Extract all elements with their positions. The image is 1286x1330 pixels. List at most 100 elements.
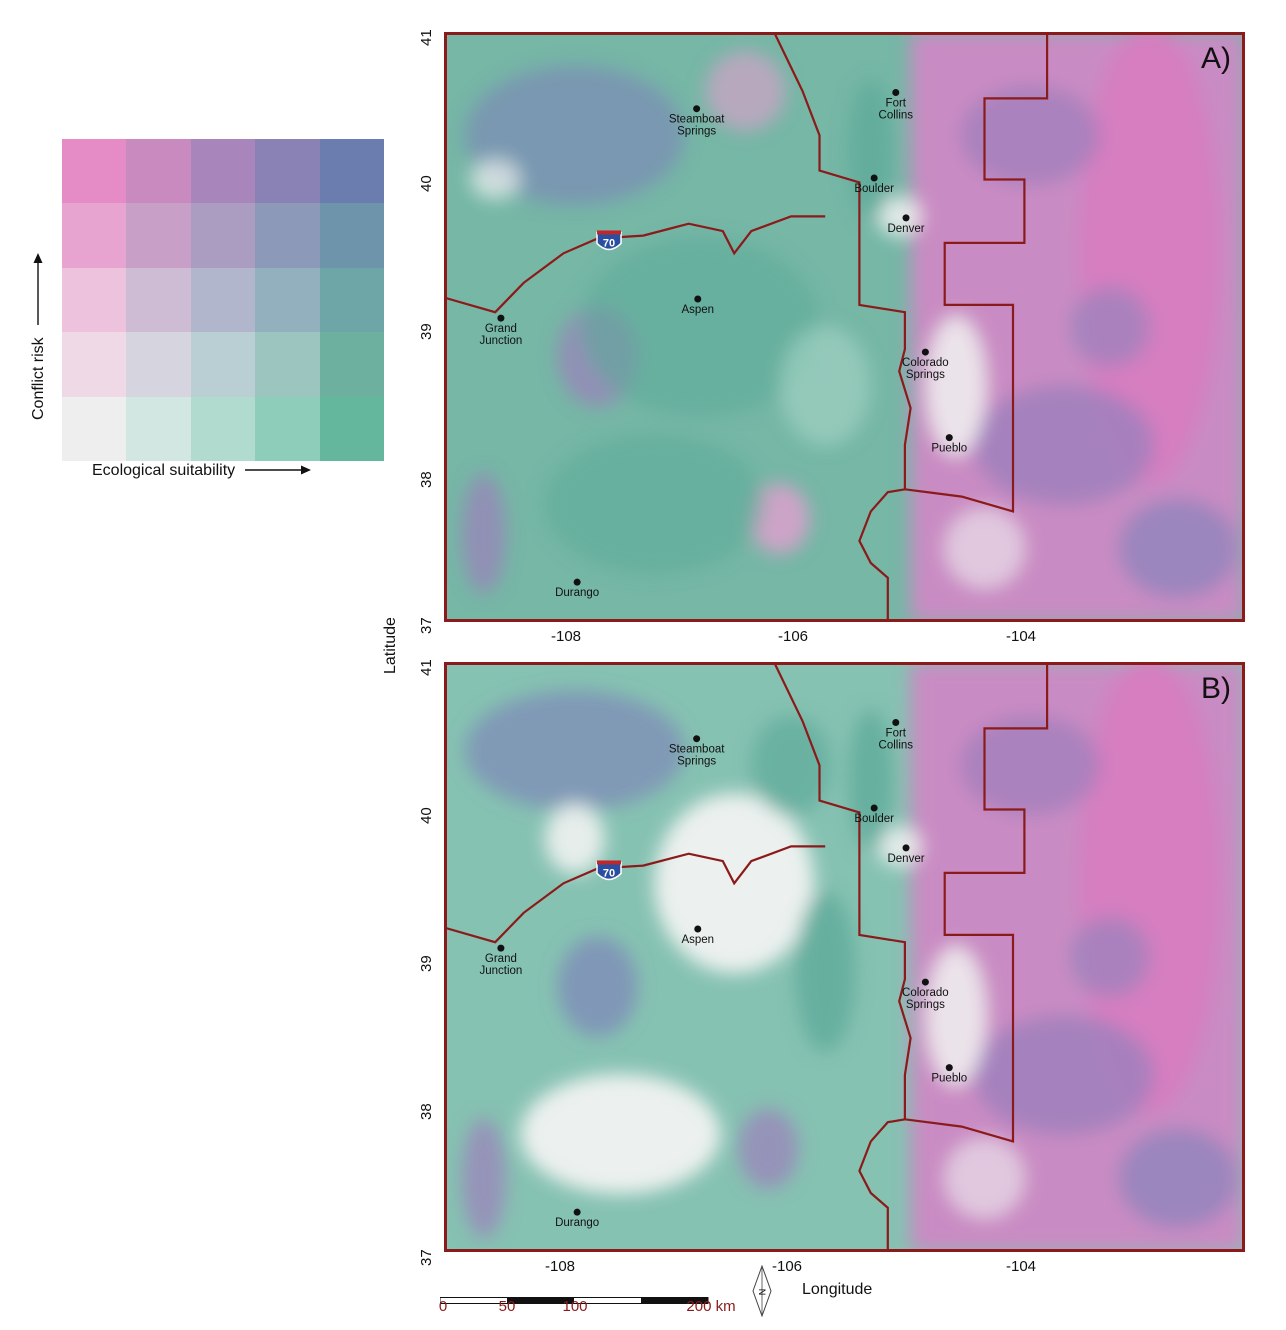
- y-tick-b-38: 38: [418, 1103, 435, 1120]
- legend-x-arrow-icon: [245, 462, 312, 480]
- legend-cell: [126, 139, 191, 204]
- map-a-svg: 70SteamboatSpringsFortCollinsBoulderDenv…: [444, 32, 1245, 622]
- suitability-surface: [461, 662, 1245, 1252]
- interstate-shield-icon: 70: [596, 230, 622, 251]
- legend-cell: [319, 267, 384, 333]
- x-tick-a-104: -104: [1005, 628, 1037, 645]
- x-tick-b-104: -104: [1005, 1258, 1037, 1275]
- map-frame: [444, 32, 1245, 622]
- city-label: Aspen: [681, 304, 714, 316]
- city-marker: Aspen: [681, 295, 714, 316]
- city-marker: Durango: [555, 1208, 599, 1229]
- city-label: Pueblo: [931, 1073, 967, 1085]
- x-tick-a-106: -106: [777, 628, 809, 645]
- legend-cell: [126, 396, 191, 461]
- city-dot: [870, 174, 878, 182]
- city-marker: Boulder: [854, 174, 894, 195]
- map-panel-a: 70 Steamboat Springs Fort Collins Boulder Denv…: [444, 32, 1245, 622]
- legend-color-grid: [62, 139, 384, 461]
- legend-cell: [126, 332, 191, 397]
- city-dot: [497, 314, 505, 322]
- conflict-risk-label: Conflict risk: [30, 337, 47, 420]
- city-label: Colorado: [902, 987, 949, 999]
- legend-cell: [62, 203, 127, 268]
- map-frame: [444, 662, 1245, 1252]
- legend-cell: [190, 203, 256, 268]
- y-tick-b-37: 37: [418, 1249, 435, 1266]
- county-boundary-line: [904, 662, 1049, 1143]
- interstate-shield-number: 70: [603, 867, 615, 879]
- y-tick-b-40: 40: [418, 807, 435, 824]
- legend-cell: [255, 332, 320, 397]
- city-label: Denver: [887, 853, 924, 865]
- city-label: Springs: [677, 756, 716, 768]
- suitability-surface: [461, 32, 1245, 622]
- legend-x-axis-label: Ecological suitability: [92, 462, 312, 480]
- legend-cell: [126, 203, 191, 268]
- north-arrow-letter: N: [757, 1289, 767, 1296]
- city-label: Colorado: [902, 357, 949, 369]
- city-marker: Boulder: [854, 804, 894, 825]
- legend-cell: [255, 203, 320, 268]
- city-dot: [902, 214, 910, 222]
- county-boundary-line: [904, 32, 1049, 513]
- legend-cell: [62, 332, 127, 397]
- city-dot: [892, 718, 900, 726]
- city-marker: Aspen: [681, 925, 714, 946]
- legend-cell: [319, 203, 384, 268]
- city-label: Denver: [887, 223, 924, 235]
- divide-boundary-line: [773, 32, 912, 622]
- city-label: Springs: [677, 126, 716, 138]
- legend-cell: [126, 267, 191, 333]
- city-dot: [945, 434, 953, 442]
- x-tick-b-108: -108: [544, 1258, 576, 1275]
- legend-cell: [190, 332, 256, 397]
- legend-cell: [255, 396, 320, 461]
- city-label: Grand: [485, 323, 517, 335]
- scale-label-100: 100: [562, 1298, 588, 1315]
- y-axis-title: Latitude: [382, 617, 399, 674]
- city-marker: Denver: [887, 844, 925, 865]
- city-marker: Durango: [555, 578, 599, 599]
- scale-label-200km: 200 km: [686, 1298, 736, 1315]
- city-label: Aspen: [681, 934, 714, 946]
- legend-cell: [190, 139, 256, 204]
- city-dot: [694, 925, 702, 933]
- x-tick-a-108: -108: [550, 628, 582, 645]
- city-marker: Pueblo: [931, 1064, 967, 1085]
- city-label: Collins: [879, 739, 914, 751]
- legend-cell: [62, 139, 127, 204]
- interstate-70-line: [444, 845, 826, 944]
- scale-label-0: 0: [438, 1298, 448, 1315]
- city-label: Springs: [906, 369, 945, 381]
- y-tick-a-38: 38: [418, 471, 435, 488]
- scale-bar: [439, 1292, 710, 1304]
- y-tick-a-37: 37: [418, 617, 435, 634]
- city-marker: Denver: [887, 214, 925, 235]
- city-label: Fort: [886, 727, 907, 739]
- y-tick-b-41: 41: [418, 659, 435, 676]
- x-tick-b-106: -106: [771, 1258, 803, 1275]
- city-label: Fort: [886, 97, 907, 109]
- city-label: Durango: [555, 1217, 599, 1229]
- city-dot: [945, 1064, 953, 1072]
- y-tick-a-39: 39: [418, 323, 435, 340]
- y-tick-b-39: 39: [418, 955, 435, 972]
- legend-cell: [62, 396, 127, 461]
- city-label: Pueblo: [931, 443, 967, 455]
- city-dot: [892, 88, 900, 96]
- city-label: Durango: [555, 587, 599, 599]
- divide-boundary-line: [773, 662, 912, 1252]
- city-label: Grand: [485, 953, 517, 965]
- legend-cell: [255, 267, 320, 333]
- scale-label-50: 50: [498, 1298, 516, 1315]
- city-label: Collins: [879, 109, 914, 121]
- interstate-shield-number: 70: [603, 237, 615, 249]
- legend-y-arrow-icon: [30, 253, 48, 326]
- city-dot: [921, 978, 929, 986]
